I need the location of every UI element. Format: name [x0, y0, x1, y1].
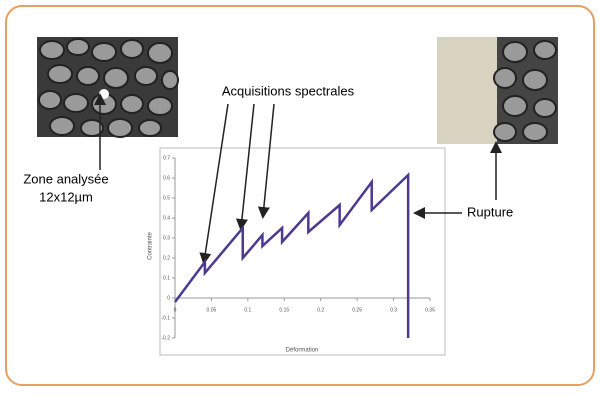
x-tick-label: 0.15	[279, 307, 289, 313]
y-tick-label: 0.7	[163, 155, 170, 161]
annotation: 12x12µm	[39, 189, 93, 204]
left-micrograph	[37, 37, 179, 138]
right-micrograph	[437, 37, 558, 144]
x-tick-label: 0.35	[425, 307, 435, 313]
x-tick-label: 0.3	[390, 307, 397, 313]
annotation: Acquisitions spectrales	[222, 83, 355, 98]
y-tick-label: 0.6	[163, 175, 170, 181]
x-tick-label: 0	[174, 307, 177, 313]
y-tick-label: -0.1	[161, 315, 170, 321]
y-axis-title: Contrainte	[148, 231, 154, 259]
y-tick-label: 0.4	[163, 215, 170, 221]
y-tick-label: 0.2	[163, 255, 170, 261]
y-tick-label: 0.1	[163, 275, 170, 281]
y-tick-label: 0.5	[163, 195, 170, 201]
annotation: Zone analysée	[23, 171, 108, 186]
line-series	[173, 172, 410, 338]
y-tick-label: 0	[167, 295, 170, 301]
x-tick-label: 0.25	[352, 307, 362, 313]
annotation-arrows	[94, 93, 502, 265]
y-tick-label: -0.2	[161, 335, 170, 341]
x-tick-label: 0.1	[244, 307, 251, 313]
x-axis-title: Déformation	[286, 348, 319, 354]
y-tick-label: 0.3	[163, 235, 170, 241]
x-tick-label: 0.2	[317, 307, 324, 313]
chart-box	[159, 147, 446, 356]
annotation: Rupture	[467, 204, 513, 219]
x-tick-label: 0.05	[207, 307, 217, 313]
